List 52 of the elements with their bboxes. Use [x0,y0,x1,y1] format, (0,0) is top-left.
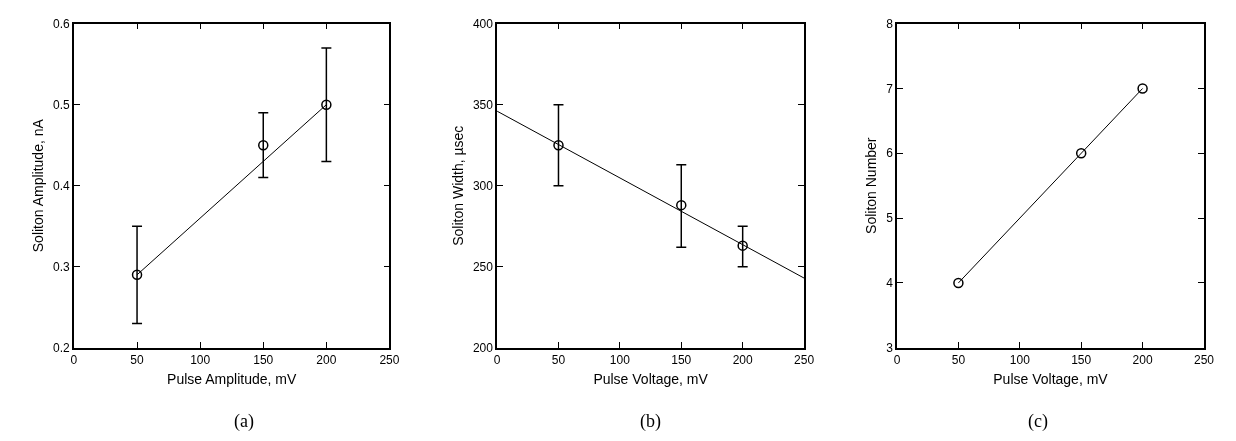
y-tick-label: 0.6 [53,16,71,31]
x-tick-label: 0 [70,352,78,367]
x-axis-title: Pulse Voltage, mV [593,370,709,387]
point [131,269,143,281]
y-tick-label: 0.5 [53,97,71,112]
x-axis-title: Pulse Voltage, mV [993,370,1109,387]
y-tick-label: 0.4 [53,178,71,193]
x-tick-label: 100 [190,352,211,367]
point [953,277,964,289]
x-tick-label: 0 [493,352,501,367]
x-tick-label: 100 [609,352,631,367]
y-tick-label: 7 [886,81,894,96]
y-tick-label: 3 [886,340,894,355]
point [1137,83,1148,94]
y-tick-label: 350 [472,97,494,112]
y-tick-label: 0.3 [53,259,71,274]
x-tick-label: 150 [1071,352,1092,367]
point [737,240,748,251]
y-axis-title: Soliton Number [863,137,880,234]
point [258,139,269,151]
point [676,199,687,211]
point [553,139,564,151]
y-tick-label: 0.2 [53,340,71,355]
y-tick-label: 300 [472,178,494,193]
x-tick-label: 250 [794,352,815,367]
x-tick-label: 250 [1193,352,1215,367]
text: (c) [1028,411,1048,432]
y-tick-label: 6 [886,146,894,161]
y-axis-title: Soliton Width, µsec [450,125,467,246]
x-tick-label: 100 [1009,352,1031,367]
y-tick-label: 5 [886,211,894,226]
y-axis-title: Soliton Amplitude, nA [30,118,47,253]
point [1075,148,1087,159]
x-tick-label: 0 [893,352,901,367]
y-tick-label: 400 [472,16,494,31]
y-tick-label: 250 [472,259,494,274]
x-tick-label: 200 [316,352,337,367]
x-tick-label: 200 [732,352,753,367]
x-tick-label: 50 [551,352,566,367]
y-tick-label: 8 [886,16,894,31]
x-tick-label: 150 [671,352,692,367]
text: (b) [640,411,661,432]
x-tick-label: 50 [130,352,145,367]
y-tick-label: 200 [472,340,494,355]
x-tick-label: 50 [951,352,966,367]
x-tick-label: 200 [1132,352,1153,367]
text: (a) [234,411,254,432]
point [321,99,332,110]
x-axis-title: Pulse Amplitude, mV [167,370,297,387]
x-tick-label: 150 [253,352,274,367]
x-tick-label: 250 [379,352,400,367]
y-tick-label: 4 [886,276,894,291]
